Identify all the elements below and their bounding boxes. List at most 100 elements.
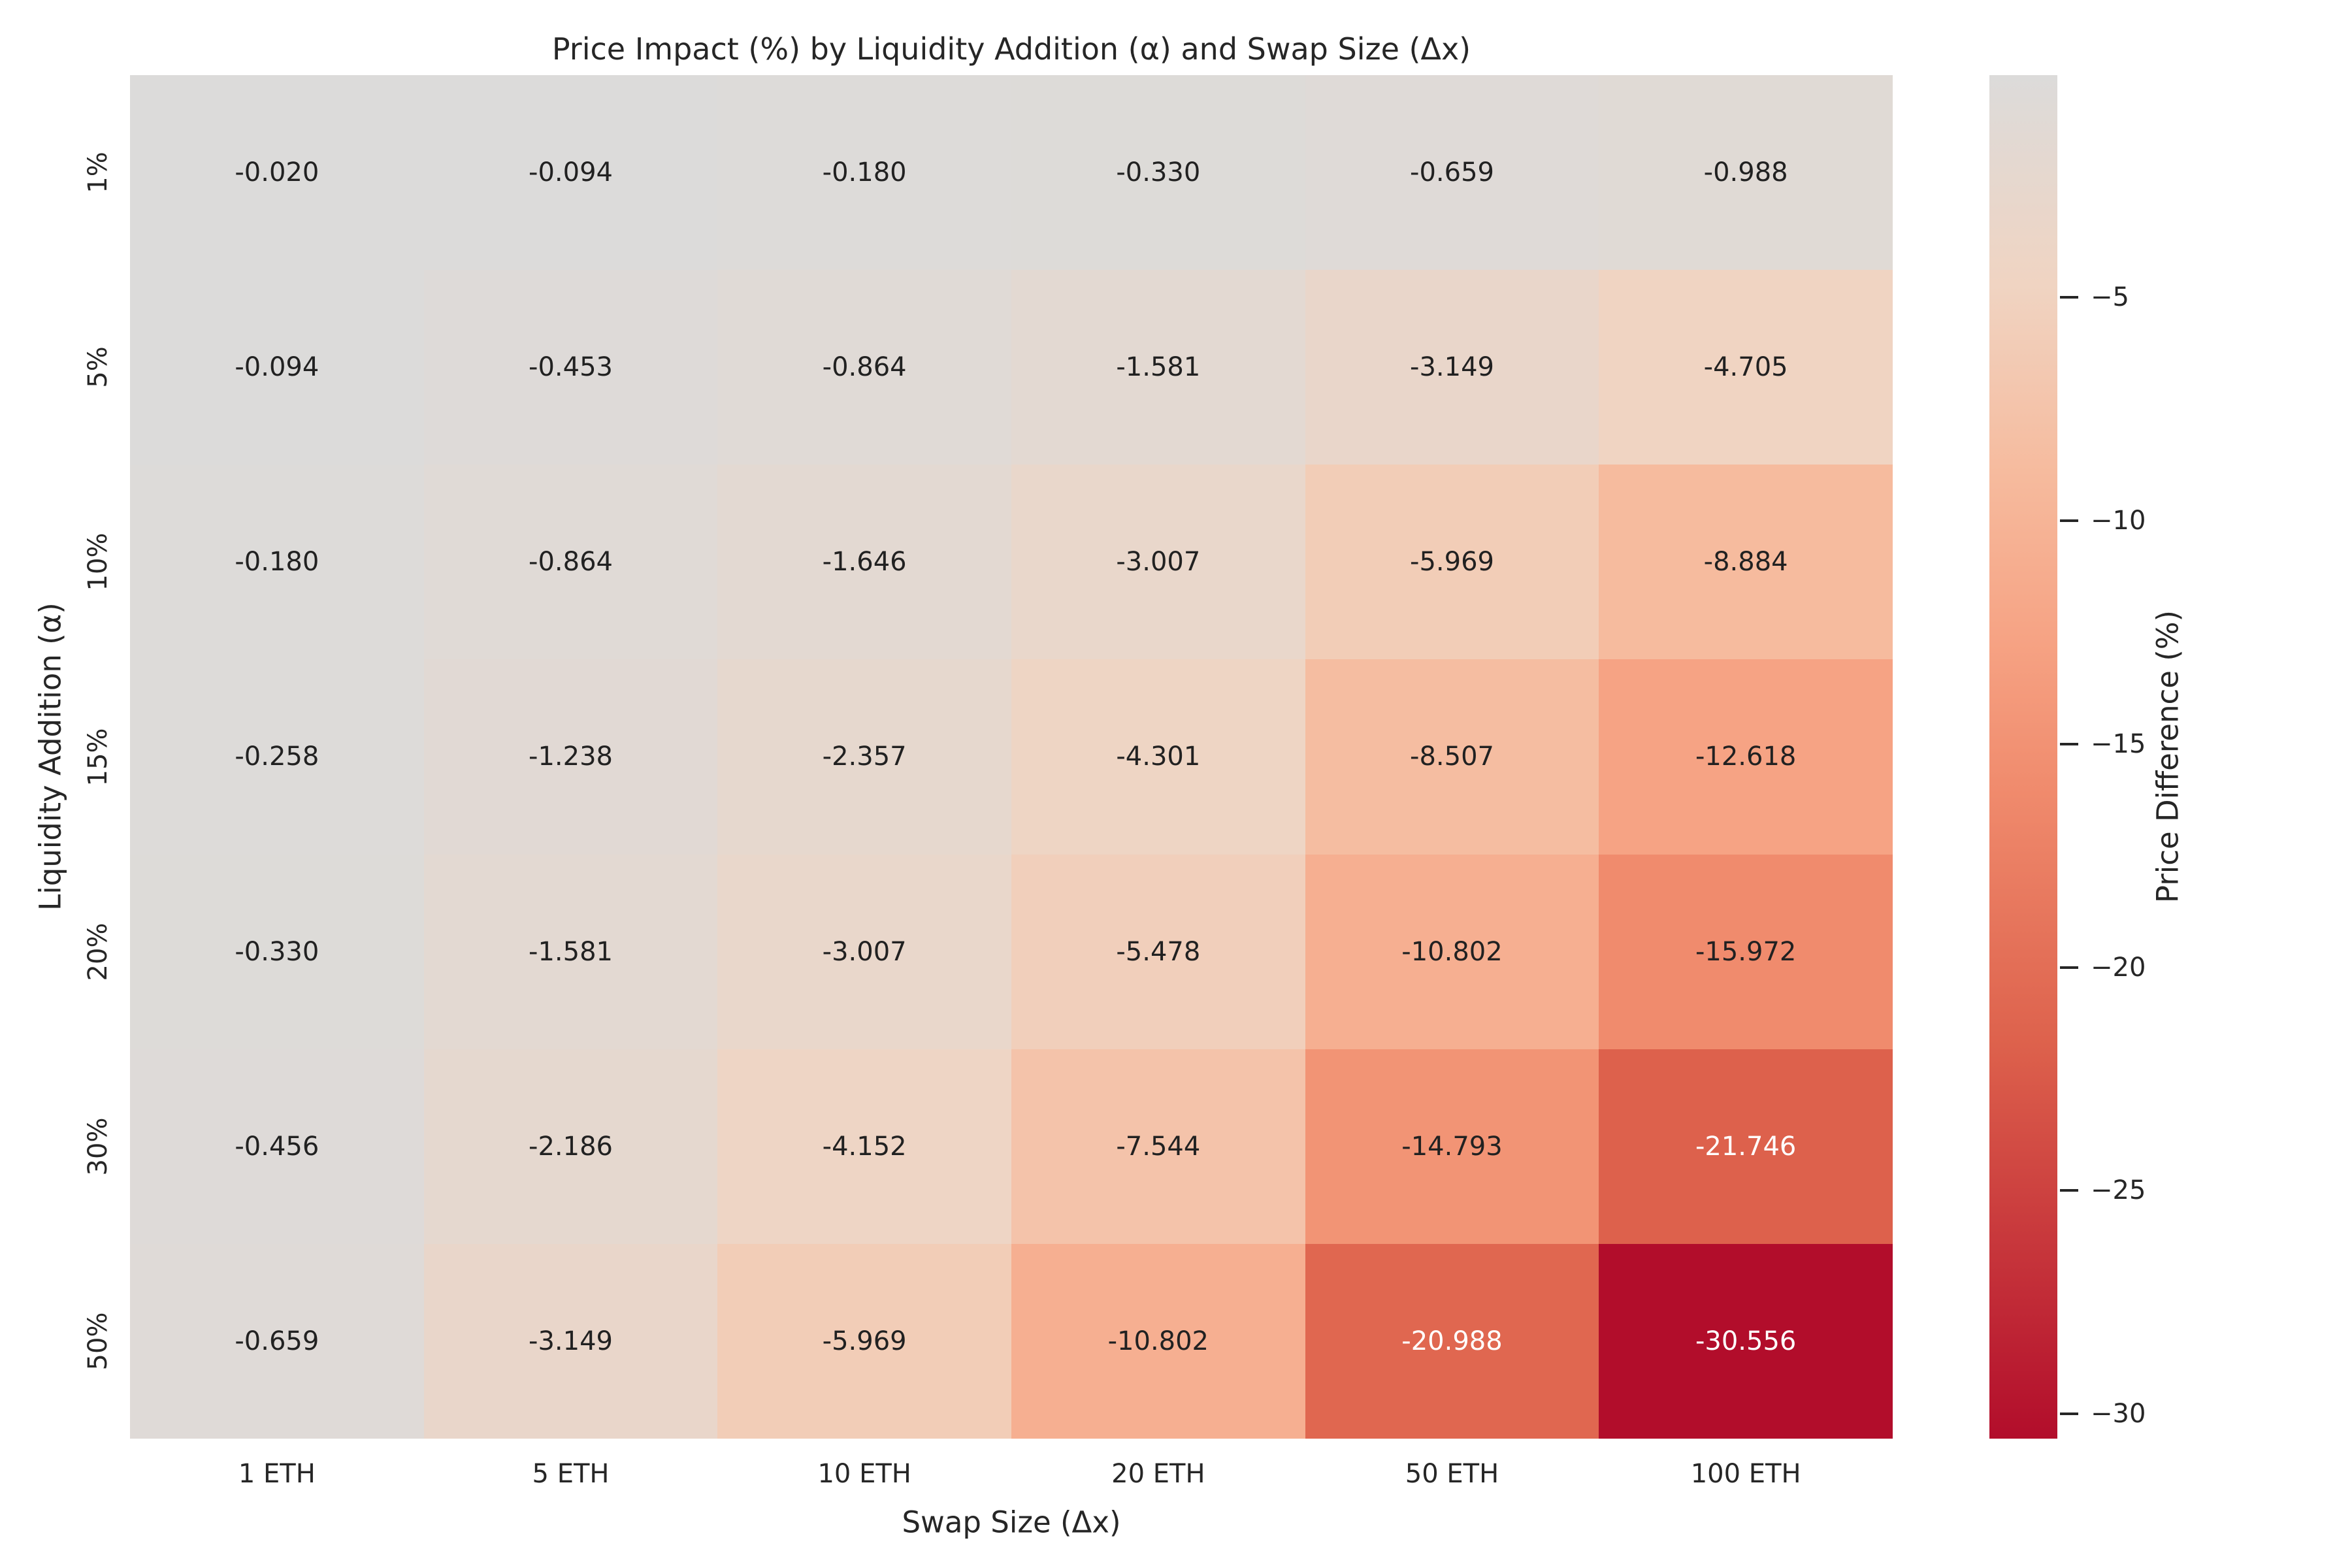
cell-value: -0.453 xyxy=(529,352,613,383)
x-tick-label: 20 ETH xyxy=(1111,1459,1205,1489)
chart-title: Price Impact (%) by Liquidity Addition (… xyxy=(551,31,1471,67)
cell-value: -3.149 xyxy=(529,1326,613,1356)
heatmap-cell: -0.330 xyxy=(1011,75,1305,270)
heatmap-cell: -0.659 xyxy=(1305,75,1599,270)
heatmap-cell: -5.969 xyxy=(717,1243,1011,1439)
x-tick-label: 5 ETH xyxy=(532,1459,610,1489)
heatmap-cell: -0.180 xyxy=(717,75,1011,270)
colorbar-tick-mark xyxy=(2060,966,2078,969)
cell-value: -21.746 xyxy=(1695,1131,1797,1162)
y-tick-label: 10% xyxy=(83,532,113,591)
cell-value: -14.793 xyxy=(1401,1131,1503,1162)
heatmap-cell: -0.020 xyxy=(130,75,424,270)
colorbar-tick-label: −20 xyxy=(2091,952,2146,983)
cell-value: -0.659 xyxy=(1410,157,1494,188)
heatmap-grid: -0.020 -0.094 -0.180 -0.330 -0.659 -0.988 -0.0… xyxy=(130,75,1893,1439)
colorbar-tick-label: −30 xyxy=(2091,1398,2146,1429)
heatmap-cell: -1.581 xyxy=(1011,270,1305,465)
cell-value: -5.969 xyxy=(822,1326,907,1356)
heatmap-cell: -0.453 xyxy=(423,270,718,465)
heatmap-cell: -8.507 xyxy=(1305,659,1599,855)
heatmap-cell: -5.478 xyxy=(1011,854,1305,1049)
cell-value: -0.094 xyxy=(529,157,613,188)
heatmap-cell: -2.186 xyxy=(423,1049,718,1244)
colorbar-label: Price Difference (%) xyxy=(2150,610,2185,904)
y-tick-label: 5% xyxy=(83,346,113,388)
heatmap-cell: -21.746 xyxy=(1599,1049,1893,1244)
heatmap-cell: -3.149 xyxy=(423,1243,718,1439)
cell-value: -4.152 xyxy=(822,1131,907,1162)
cell-value: -0.330 xyxy=(235,936,319,967)
heatmap-cell: -3.149 xyxy=(1305,270,1599,465)
heatmap-cell: -4.301 xyxy=(1011,659,1305,855)
y-tick-label: 20% xyxy=(83,923,113,981)
heatmap-cell: -0.988 xyxy=(1599,75,1893,270)
colorbar-gradient xyxy=(1989,75,2057,1439)
cell-value: -10.802 xyxy=(1107,1326,1209,1356)
heatmap-cell: -4.705 xyxy=(1599,270,1893,465)
cell-value: -4.705 xyxy=(1703,352,1788,383)
cell-value: -20.988 xyxy=(1401,1326,1503,1356)
cell-value: -3.007 xyxy=(1116,547,1201,578)
cell-value: -15.972 xyxy=(1695,936,1797,967)
cell-value: -0.864 xyxy=(822,352,907,383)
cell-value: -0.864 xyxy=(529,547,613,578)
heatmap-cell: -3.007 xyxy=(1011,465,1305,660)
heatmap-cell: -4.152 xyxy=(717,1049,1011,1244)
cell-value: -7.544 xyxy=(1116,1131,1201,1162)
colorbar-tick-mark xyxy=(2060,742,2078,745)
heatmap-cell: -0.864 xyxy=(423,465,718,660)
x-tick-label: 50 ETH xyxy=(1405,1459,1499,1489)
cell-value: -3.149 xyxy=(1410,352,1494,383)
cell-value: -0.330 xyxy=(1116,157,1201,188)
cell-value: -0.180 xyxy=(822,157,907,188)
cell-value: -10.802 xyxy=(1401,936,1503,967)
heatmap-cell: -0.094 xyxy=(423,75,718,270)
heatmap-cell: -12.618 xyxy=(1599,659,1893,855)
heatmap-cell: -1.646 xyxy=(717,465,1011,660)
cell-value: -0.094 xyxy=(235,352,319,383)
colorbar-tick-label: −10 xyxy=(2091,506,2146,536)
heatmap-cell: -0.180 xyxy=(130,465,424,660)
heatmap-cell: -7.544 xyxy=(1011,1049,1305,1244)
heatmap-cell: -10.802 xyxy=(1011,1243,1305,1439)
heatmap-cell: -1.581 xyxy=(423,854,718,1049)
colorbar-tick-label: −15 xyxy=(2091,728,2146,759)
heatmap-cell: -20.988 xyxy=(1305,1243,1599,1439)
cell-value: -0.988 xyxy=(1703,157,1788,188)
heatmap-cell: -0.094 xyxy=(130,270,424,465)
cell-value: -1.238 xyxy=(529,742,613,772)
cell-value: -8.884 xyxy=(1703,547,1788,578)
y-tick-label: 1% xyxy=(83,152,113,193)
heatmap-cell: -15.972 xyxy=(1599,854,1893,1049)
cell-value: -0.180 xyxy=(235,547,319,578)
cell-value: -5.478 xyxy=(1116,936,1201,967)
cell-value: -4.301 xyxy=(1116,742,1201,772)
x-axis-label: Swap Size (Δx) xyxy=(902,1505,1121,1540)
x-tick-label: 10 ETH xyxy=(817,1459,911,1489)
heatmap-cell: -0.330 xyxy=(130,854,424,1049)
cell-value: -2.186 xyxy=(529,1131,613,1162)
x-tick-label: 100 ETH xyxy=(1690,1459,1801,1489)
colorbar-tick-label: −25 xyxy=(2091,1175,2146,1206)
heatmap-cell: -10.802 xyxy=(1305,854,1599,1049)
cell-value: -12.618 xyxy=(1695,742,1797,772)
heatmap-cell: -1.238 xyxy=(423,659,718,855)
heatmap-cell: -3.007 xyxy=(717,854,1011,1049)
cell-value: -1.646 xyxy=(822,547,907,578)
heatmap-cell: -14.793 xyxy=(1305,1049,1599,1244)
heatmap-cell: -2.357 xyxy=(717,659,1011,855)
colorbar-tick-label: −5 xyxy=(2091,282,2129,313)
y-tick-label: 50% xyxy=(83,1312,113,1371)
cell-value: -0.456 xyxy=(235,1131,319,1162)
colorbar-tick-mark xyxy=(2060,519,2078,523)
heatmap-cell: -30.556 xyxy=(1599,1243,1893,1439)
cell-value: -0.258 xyxy=(235,742,319,772)
heatmap-cell: -0.456 xyxy=(130,1049,424,1244)
heatmap-cell: -0.258 xyxy=(130,659,424,855)
heatmap-cell: -0.659 xyxy=(130,1243,424,1439)
x-tick-label: 1 ETH xyxy=(238,1459,316,1489)
heatmap-cell: -0.864 xyxy=(717,270,1011,465)
cell-value: -0.659 xyxy=(235,1326,319,1356)
